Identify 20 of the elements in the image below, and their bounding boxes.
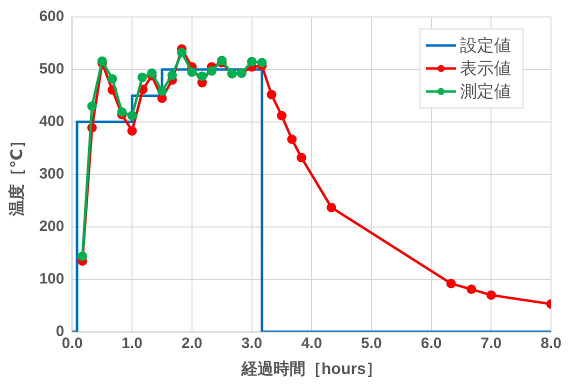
x-tick-label: 1.0 — [122, 334, 143, 352]
x-tick-label: 3.0 — [241, 334, 262, 352]
x-tick-label: 5.0 — [361, 334, 382, 352]
y-tick-label: 500 — [39, 60, 64, 78]
x-tick-label: 7.0 — [480, 334, 502, 352]
x-axis-title: 経過時間［hours］ — [240, 360, 382, 378]
y-tick-label: 100 — [39, 270, 64, 288]
y-tick-label: 300 — [39, 166, 64, 183]
y-tick-label: 200 — [39, 218, 64, 236]
x-tick-label: 0.0 — [62, 334, 83, 352]
y-tick-label: 400 — [39, 113, 64, 130]
x-tick-label: 2.0 — [181, 334, 202, 352]
x-tick-label: 6.0 — [420, 334, 442, 352]
x-tick-label: 8.0 — [540, 334, 562, 352]
y-tick-label: 600 — [39, 8, 64, 26]
legend-label: 表示値 — [460, 59, 511, 78]
x-tick-label: 4.0 — [301, 334, 322, 352]
y-axis-title: 温度［℃］ — [7, 132, 26, 218]
legend-label: 設定値 — [460, 36, 511, 56]
legend-label: 測定値 — [460, 82, 511, 102]
